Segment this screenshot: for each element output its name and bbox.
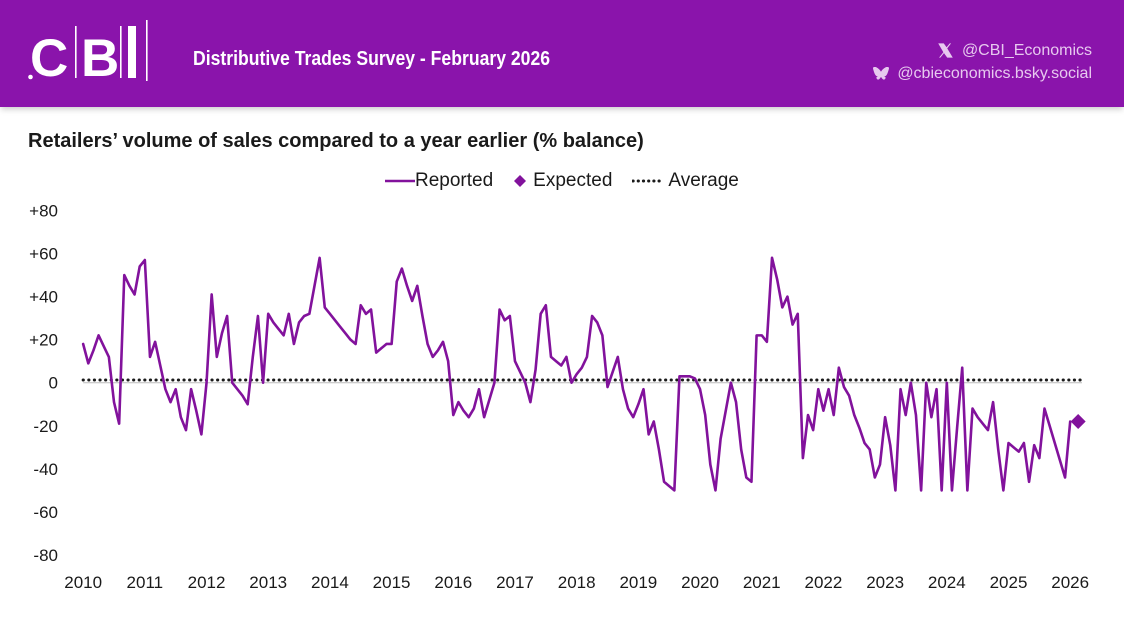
svg-text:2022: 2022 — [805, 573, 843, 592]
svg-text:2010: 2010 — [64, 573, 102, 592]
svg-text:-20: -20 — [33, 417, 58, 436]
svg-text:2026: 2026 — [1051, 573, 1089, 592]
svg-text:2017: 2017 — [496, 573, 534, 592]
svg-text:-60: -60 — [33, 503, 58, 522]
svg-text:-40: -40 — [33, 460, 58, 479]
svg-text:2012: 2012 — [188, 573, 226, 592]
svg-text:2015: 2015 — [373, 573, 411, 592]
svg-text:+60: +60 — [29, 245, 58, 264]
svg-text:2021: 2021 — [743, 573, 781, 592]
svg-text:2025: 2025 — [990, 573, 1028, 592]
svg-text:2024: 2024 — [928, 573, 966, 592]
svg-text:2014: 2014 — [311, 573, 349, 592]
svg-text:2019: 2019 — [619, 573, 657, 592]
svg-text:+20: +20 — [29, 331, 58, 350]
svg-text:0: 0 — [49, 374, 58, 393]
svg-text:+40: +40 — [29, 288, 58, 307]
svg-text:+80: +80 — [29, 202, 58, 221]
svg-text:B: B — [81, 29, 119, 83]
svg-text:2013: 2013 — [249, 573, 287, 592]
svg-text:2023: 2023 — [866, 573, 904, 592]
svg-text:2018: 2018 — [558, 573, 596, 592]
svg-text:C: C — [30, 29, 68, 83]
svg-text:2016: 2016 — [434, 573, 472, 592]
svg-text:2020: 2020 — [681, 573, 719, 592]
svg-text:2011: 2011 — [127, 573, 164, 592]
svg-text:-80: -80 — [33, 546, 58, 565]
